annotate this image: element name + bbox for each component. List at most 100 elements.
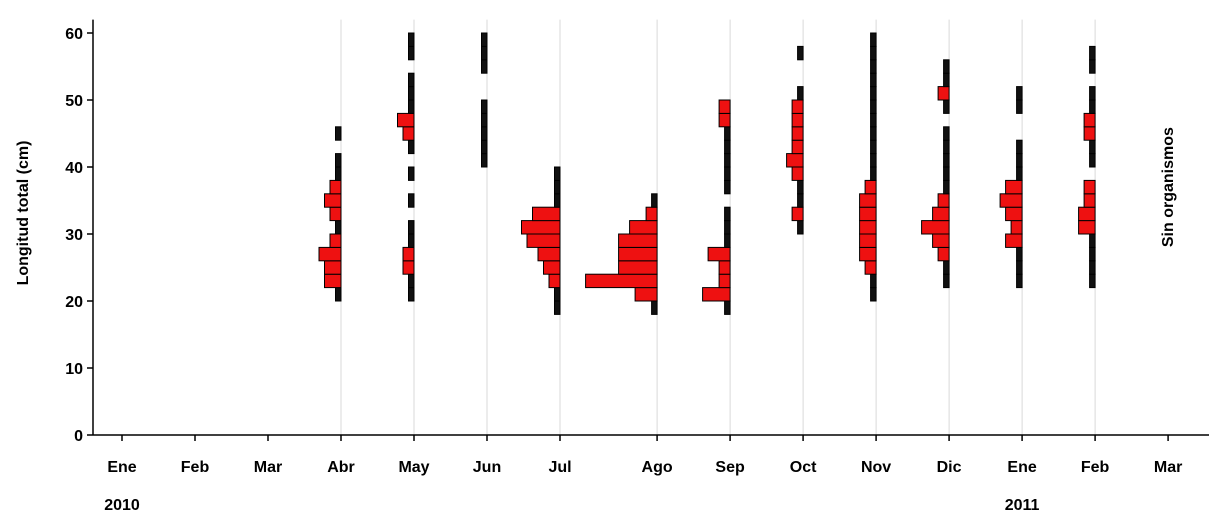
histogram-bar (943, 99, 950, 114)
histogram-bar (724, 233, 731, 248)
histogram-bar (554, 287, 561, 302)
histogram-bar (1005, 233, 1023, 248)
histogram-bar (999, 193, 1023, 208)
month-label-oct: Oct (790, 459, 817, 476)
histogram-bar (335, 220, 342, 235)
y-tick-label: 0 (74, 428, 83, 445)
year-label-2010: 2010 (104, 497, 140, 514)
histogram-bar (724, 300, 731, 315)
histogram-bar (526, 233, 561, 248)
y-tick-label: 30 (65, 227, 83, 244)
histogram-bar (408, 166, 415, 181)
histogram-jul (521, 166, 561, 315)
histogram-bar (870, 72, 877, 88)
histogram-bar (1078, 220, 1096, 235)
x-axis-ticks: Ene Feb Mar Abr May Jun Jul Ago Sep Oct Nov Dic Ene F… (107, 435, 1182, 476)
histogram-bar (1016, 273, 1023, 289)
histogram-bar (870, 112, 877, 128)
histogram-bar (651, 193, 658, 208)
histogram-bar (1089, 139, 1096, 155)
histogram-bar (943, 260, 950, 275)
histogram-bar (537, 246, 561, 262)
histogram-bar (329, 233, 342, 248)
histogram-bar (859, 220, 877, 235)
histogram-bar (408, 99, 415, 114)
histogram-bar (629, 220, 658, 235)
histogram-bar (1089, 246, 1096, 262)
histogram-bar (718, 260, 731, 275)
histogram-bar (718, 273, 731, 289)
histogram-bar (1089, 59, 1096, 74)
histogram-bar (1016, 153, 1023, 168)
histogram-bar (797, 45, 804, 61)
histogram-bar (943, 139, 950, 155)
histogram-bar (618, 246, 658, 262)
histogram-bar (1089, 45, 1096, 61)
histogram-bar (481, 153, 488, 168)
histogram-bar (932, 233, 950, 248)
histogram-bar (408, 273, 415, 289)
histogram-bar (859, 233, 877, 248)
histogram-bar (408, 86, 415, 101)
histogram-bar (408, 220, 415, 235)
histogram-bar (481, 99, 488, 114)
histogram-bar (870, 59, 877, 74)
histogram-bar (318, 246, 342, 262)
histogram-nov (859, 32, 877, 302)
histogram-bar (791, 139, 804, 155)
histogram-bars (318, 32, 1096, 315)
histogram-bar (408, 45, 415, 61)
histogram-bar (791, 166, 804, 181)
histogram-bar (645, 206, 658, 222)
histogram-bar (408, 233, 415, 248)
histogram-bar (943, 126, 950, 141)
histogram-bar (481, 126, 488, 141)
histogram-bar (870, 86, 877, 101)
histogram-bar (1016, 166, 1023, 181)
histogram-bar (791, 99, 804, 114)
y-tick-label: 40 (65, 160, 83, 177)
histogram-bar (937, 246, 950, 262)
histogram-bar (324, 193, 342, 208)
histogram-bar (397, 112, 415, 128)
histogram-bar (543, 260, 561, 275)
histogram-bar (481, 139, 488, 155)
histogram-bar (1089, 99, 1096, 114)
histogram-bar (554, 300, 561, 315)
histogram-feb (1078, 45, 1096, 289)
histogram-bar (1016, 260, 1023, 275)
month-label-ene: Ene (107, 459, 136, 476)
month-label-dic: Dic (937, 459, 962, 476)
histogram-bar (870, 32, 877, 47)
histogram-bar (402, 246, 415, 262)
y-axis-ticks: 0 10 20 30 40 50 60 (65, 26, 93, 445)
histogram-bar (724, 166, 731, 181)
histogram-oct (786, 45, 804, 235)
histogram-bar (943, 166, 950, 181)
histogram-bar (870, 166, 877, 181)
histogram-ene (999, 86, 1023, 289)
histogram-bar (1083, 193, 1096, 208)
histogram-abr (318, 126, 342, 302)
histogram-bar (1083, 112, 1096, 128)
histogram-bar (724, 126, 731, 141)
histogram-bar (408, 32, 415, 47)
histogram-bar (1078, 206, 1096, 222)
histogram-bar (707, 246, 731, 262)
histogram-bar (797, 193, 804, 208)
histogram-bar (943, 153, 950, 168)
histogram-bar (724, 220, 731, 235)
histogram-bar (1016, 139, 1023, 155)
histogram-dic (921, 59, 950, 289)
histogram-bar (402, 260, 415, 275)
histogram-bar (554, 193, 561, 208)
month-label-mar: Mar (1154, 459, 1182, 476)
histogram-bar (634, 287, 658, 302)
histogram-bar (1010, 220, 1023, 235)
histogram-bar (408, 287, 415, 302)
histogram-bar (1083, 126, 1096, 141)
histogram-bar (921, 220, 950, 235)
histogram-bar (324, 260, 342, 275)
histogram-bar (864, 260, 877, 275)
histogram-bar (937, 86, 950, 101)
